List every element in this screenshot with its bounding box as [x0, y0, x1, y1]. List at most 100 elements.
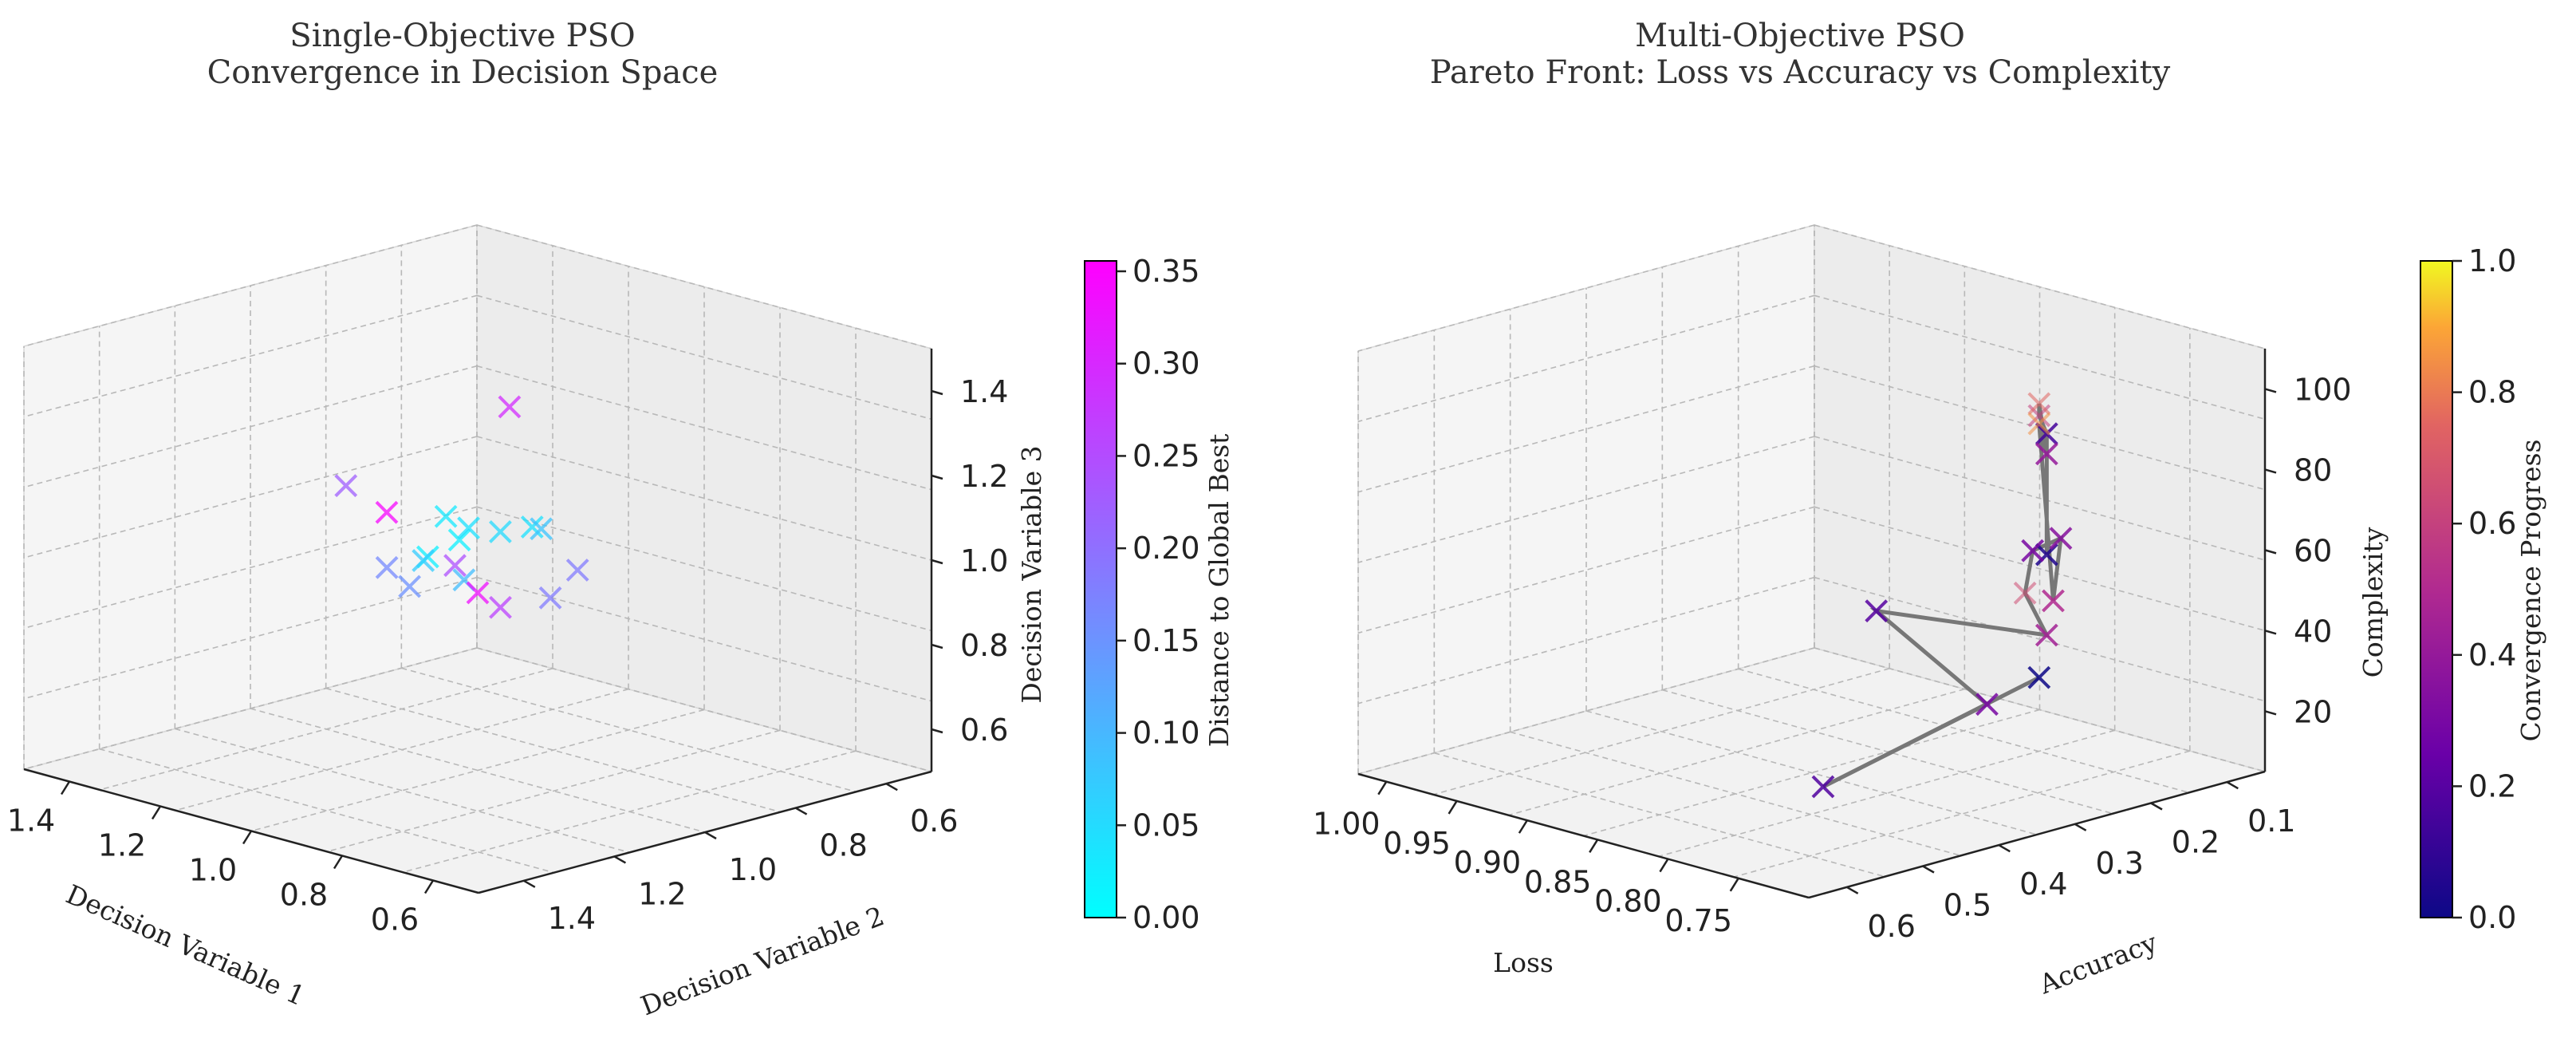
right-grid-line	[1814, 506, 2266, 632]
left-data-point	[443, 554, 467, 578]
left-z-tick-label: 1.4	[960, 374, 1008, 409]
right-y-tick-label: 0.4	[2019, 867, 2067, 902]
left-z-tick-label: 1.0	[960, 543, 1008, 578]
left-data-point	[375, 500, 399, 524]
right-colorbar-label: Convergence Progress	[2515, 440, 2546, 742]
left-colorbar-tick-label: 0.35	[1132, 254, 1200, 289]
left-z-tick-mark	[931, 728, 943, 734]
right-colorbar-tick-label: 0.8	[2468, 375, 2516, 410]
left-x-tick-mark	[423, 879, 435, 894]
right-colorbar-tick-label: 0.4	[2468, 638, 2516, 673]
right-z-tick-label: 80	[2294, 452, 2332, 488]
right-colorbar-tick-label: 0.0	[2468, 900, 2516, 935]
right-zlabel: Complexity	[2357, 527, 2389, 677]
left-grid-line	[99, 748, 554, 874]
left-grid-line	[175, 728, 630, 854]
left-grid-line	[23, 365, 478, 488]
right-data-point	[2034, 422, 2058, 446]
left-colorbar-tick-label: 0.15	[1132, 623, 1200, 658]
left-data-point	[488, 519, 512, 543]
right-z-tick-mark	[2264, 710, 2277, 716]
left-chart: Single-Objective PSO Convergence in Deci…	[7, 18, 1235, 1021]
right-data-point	[2034, 623, 2058, 647]
left-grid-line	[402, 750, 857, 873]
left-y-tick-label: 0.8	[819, 828, 867, 863]
left-colorbar-tick-label: 0.10	[1132, 716, 1200, 751]
right-grid-line	[1357, 294, 1815, 423]
right-y-tick-label: 0.5	[1944, 888, 1991, 923]
left-y-tick-mark	[704, 831, 717, 840]
left-grid-line	[476, 294, 932, 420]
left-y-tick-mark	[613, 855, 627, 864]
left-data-point	[530, 517, 553, 541]
right-grid-line	[1357, 506, 1815, 634]
left-x-tick-label: 1.2	[98, 828, 146, 863]
left-z-tick-label: 0.6	[960, 713, 1008, 748]
left-data-point	[565, 559, 589, 582]
right-x-tick-label: 0.85	[1524, 864, 1592, 899]
right-colorbar: 1.0 0.8 0.6 0.4 0.2 0.0	[2420, 243, 2516, 935]
left-data-point	[538, 586, 562, 610]
right-z-tick-mark	[2264, 388, 2277, 393]
left-x-tick-label: 0.6	[371, 902, 419, 938]
left-y-tick-label: 1.0	[729, 852, 777, 887]
left-data-point	[398, 574, 422, 598]
left-data-point	[334, 474, 358, 498]
right-y-tick-mark	[2226, 781, 2239, 790]
right-data-point	[2042, 589, 2065, 613]
left-data-point	[375, 555, 399, 579]
right-z-tick-mark	[2264, 468, 2277, 474]
right-grid-line	[1814, 294, 2266, 420]
left-z-tick-mark	[931, 643, 943, 649]
left-x-tick-label: 0.8	[280, 878, 328, 913]
right-grid-line	[1357, 224, 1815, 352]
left-data-point	[466, 581, 490, 605]
right-data-point	[1811, 775, 1835, 799]
left-x-tick-mark	[60, 780, 71, 796]
right-y-tick-label: 0.3	[2095, 846, 2143, 881]
right-data-point	[2027, 392, 2051, 416]
left-colorbar-tick-label: 0.00	[1132, 900, 1200, 935]
right-x-tick-mark	[1729, 878, 1739, 892]
left-zlabel: Decision Variable 3	[1016, 445, 1047, 703]
left-x-tick-mark	[242, 830, 253, 845]
right-z-tick-label: 100	[2294, 372, 2352, 407]
left-z-tick-label: 0.8	[960, 628, 1008, 663]
left-colorbar-label: Distance to Global Best	[1203, 434, 1235, 748]
left-colorbar-tick-label: 0.30	[1132, 346, 1200, 381]
right-y-tick-mark	[1922, 865, 1935, 874]
right-x-tick-label: 0.95	[1383, 826, 1451, 861]
right-grid-line	[1434, 752, 1885, 878]
right-data-point	[2049, 527, 2073, 551]
right-xlabel: Loss	[1493, 947, 1554, 978]
right-x-tick-label: 0.90	[1454, 845, 1522, 880]
left-grid-line	[23, 294, 478, 418]
left-data-point	[498, 395, 522, 419]
left-y-tick-label: 1.2	[638, 876, 686, 911]
left-scatter-points	[334, 395, 589, 619]
left-3d-axes: 1.4 1.2 1.0 0.8 0.6 1.4 1.2 1.0 0.8 0.6 1.4 1.2 1.0 0…	[7, 224, 1008, 938]
left-colorbar-tick-label: 0.05	[1132, 807, 1200, 843]
right-x-tick-label: 1.00	[1313, 807, 1381, 842]
right-z-tick-mark	[2264, 549, 2277, 555]
left-z-tick-mark	[931, 474, 943, 480]
left-x-tick-label: 1.4	[7, 803, 55, 839]
left-data-point	[447, 528, 471, 552]
right-y-tick-mark	[2074, 823, 2087, 831]
right-y-tick-mark	[1846, 886, 1859, 894]
left-data-point	[457, 516, 480, 540]
left-y-tick-mark	[794, 807, 808, 815]
left-data-point	[489, 595, 512, 619]
left-z-tick-mark	[931, 559, 943, 565]
right-x-axis-line	[1357, 772, 1810, 899]
right-x-tick-label: 0.80	[1594, 884, 1662, 919]
left-title-line2: Convergence in Decision Space	[207, 54, 719, 91]
right-x-tick-label: 0.75	[1664, 903, 1732, 938]
right-y-tick-label: 0.2	[2172, 825, 2220, 860]
right-data-point	[1975, 693, 1999, 717]
right-z-tick-mark	[2264, 630, 2277, 635]
right-x-tick-mark	[1589, 839, 1599, 854]
left-colorbar-tick-label: 0.25	[1132, 438, 1200, 473]
right-grid-line	[1585, 710, 2038, 835]
left-grid-line	[23, 506, 478, 630]
